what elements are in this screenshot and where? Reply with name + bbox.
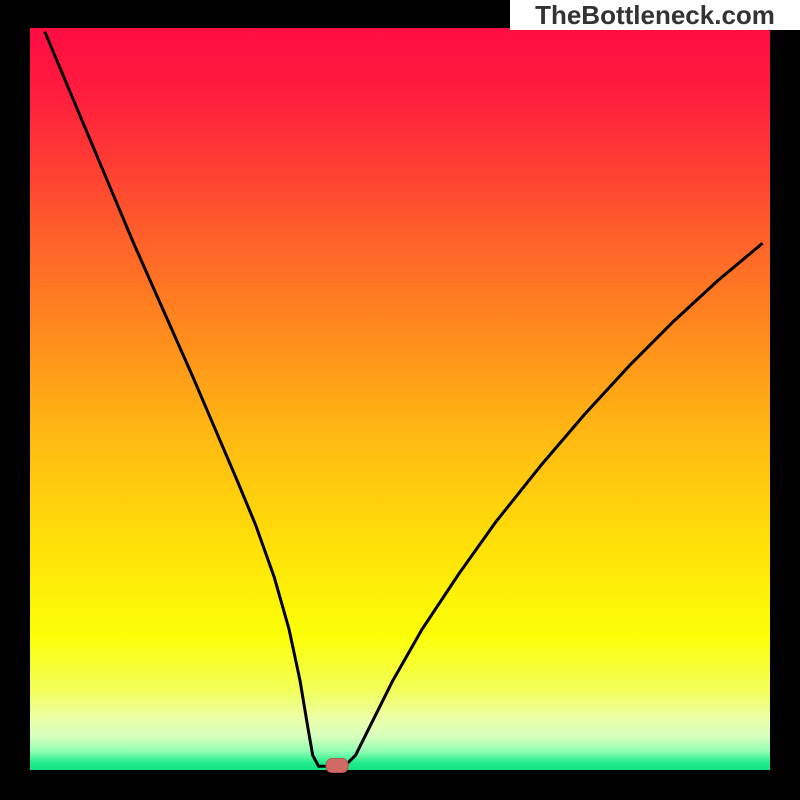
chart-container: TheBottleneck.com xyxy=(0,0,800,800)
bottleneck-chart xyxy=(0,0,800,800)
watermark-label: TheBottleneck.com xyxy=(510,0,800,30)
optimal-point-marker xyxy=(326,759,348,773)
gradient-background xyxy=(30,28,770,770)
